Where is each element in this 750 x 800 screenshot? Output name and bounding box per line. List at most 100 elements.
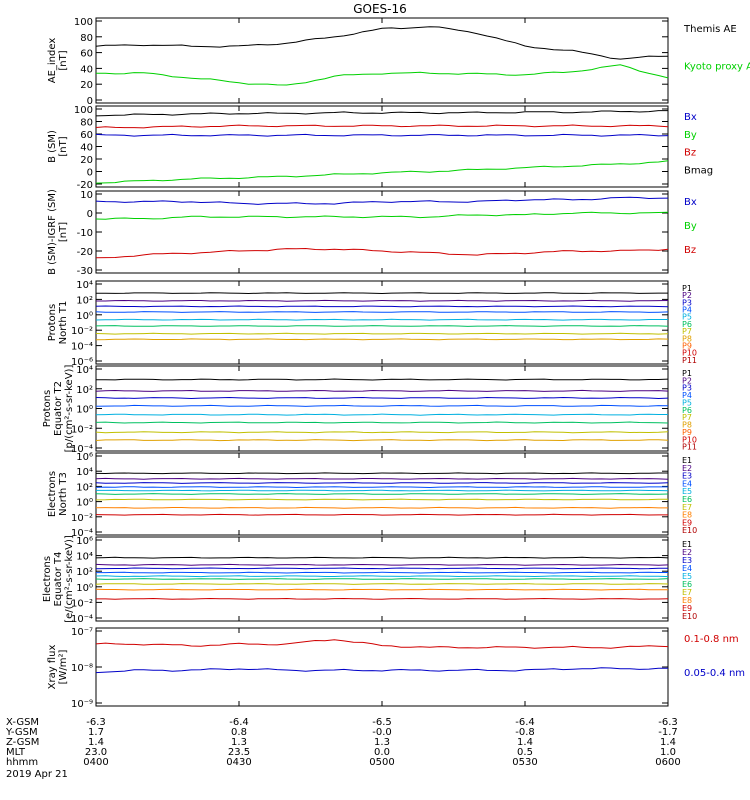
channel-label: E2 [682, 548, 692, 557]
panel-8: Xray flux [W/m²]10⁻⁷ 10⁻⁸ 10⁻⁹ 0.1-0.8 nm 0.0… [47, 627, 745, 710]
y-tick-label: 10² [76, 295, 93, 306]
channel-label: P1 [682, 284, 692, 293]
y-tick-label: 10 [80, 190, 93, 201]
y-tick-label: 10⁻⁴ [71, 528, 93, 539]
series-line [95, 124, 669, 129]
y-tick-label: 10⁰ [76, 405, 93, 416]
channel-line [95, 404, 669, 407]
channel-label: P2 [682, 376, 692, 385]
channel-line [95, 338, 669, 341]
channel-line [96, 299, 669, 302]
channel-label: P9 [682, 428, 692, 437]
channel-label: P9 [682, 341, 692, 350]
channel-label: P10 [682, 349, 697, 358]
y-axis-label: Equator T2 [53, 381, 64, 436]
orbit-value: 1.4 [660, 737, 676, 748]
orbit-value: 1.4 [517, 737, 533, 748]
y-tick-label: -20 [77, 247, 93, 258]
channel-label: P10 [682, 435, 697, 444]
series-line [95, 160, 669, 184]
y-tick-label: -10 [77, 228, 93, 239]
channel-label: P6 [682, 320, 692, 329]
panel-frame [95, 190, 669, 274]
orbit-value: 0.5 [517, 747, 533, 758]
channel-line [95, 556, 669, 559]
channel-line [95, 332, 669, 335]
channel-label: E3 [682, 556, 692, 565]
series-line [95, 667, 669, 674]
series-line [95, 639, 669, 649]
channel-label: E1 [682, 540, 692, 549]
orbit-table: X-GSM -6.3 -6.4 -6.5 -6.4 -6.3 Y-GSM 1.7 0.8 -0.0… [5, 717, 681, 780]
y-tick-label: 0 [87, 168, 93, 179]
orbit-row-label: Z-GSM [6, 737, 39, 748]
panel-3: B (SM)-IGRF (SM) [nT] 10 0 -10 -20 -30 Bx By Bz [47, 189, 697, 277]
legend-entry: Bmag [684, 165, 713, 176]
channel-line [95, 439, 669, 442]
legend-entry: Bx [684, 112, 697, 123]
orbit-value: 0.0 [374, 747, 390, 758]
panel-frame [95, 627, 669, 707]
orbit-row-label: X-GSM [6, 717, 39, 728]
y-tick-label: 10⁻² [71, 424, 93, 435]
y-tick-label: 20 [80, 155, 93, 166]
channel-line [96, 292, 668, 295]
legend-entry: 0.1-0.8 nm [684, 634, 739, 645]
series-line [95, 26, 669, 60]
y-axis-label: [nT] [58, 222, 69, 242]
orbit-value: 0500 [369, 757, 394, 768]
y-tick-label: 10⁴ [76, 467, 93, 478]
channel-label: P7 [682, 327, 692, 336]
channel-line [95, 472, 668, 475]
channel-label: E7 [682, 503, 692, 512]
y-tick-label: 20 [80, 80, 93, 91]
plot-title: GOES-16 [353, 2, 407, 16]
panel-5: Protons Equator T2 [p/(cm²-s-sr-keV)] 10⁴ 10… [42, 365, 697, 455]
panel-frame [95, 365, 669, 452]
y-axis-label: Protons [42, 390, 53, 427]
channel-label: P4 [682, 306, 692, 315]
channel-label: P3 [682, 298, 692, 307]
y-tick-label: 40 [80, 64, 93, 75]
orbit-value: -6.3 [86, 717, 106, 728]
y-tick-label: 10² [76, 385, 93, 396]
y-tick-label: 60 [80, 49, 93, 60]
orbit-value: 0600 [655, 757, 680, 768]
y-tick-label: 100 [74, 105, 93, 116]
y-tick-label: 10⁻² [71, 598, 93, 609]
orbit-row-label: hhmm [6, 757, 38, 768]
channel-line [96, 489, 669, 492]
series-line [95, 247, 669, 259]
channel-label: E9 [682, 518, 692, 527]
y-axis-label: B (SM) [47, 130, 58, 163]
orbit-row-label: Y-GSM [5, 727, 38, 738]
channel-line [95, 389, 669, 392]
channel-label: P4 [682, 391, 692, 400]
channel-line [95, 575, 669, 578]
orbit-value: 23.0 [85, 747, 107, 758]
orbit-value: 0.8 [231, 727, 247, 738]
channel-label: P7 [682, 413, 692, 422]
y-tick-label: -20 [77, 180, 93, 191]
y-tick-label: -30 [77, 266, 93, 277]
channel-line [95, 421, 669, 424]
y-tick-label: 100 [74, 17, 93, 28]
channel-line [95, 413, 668, 416]
orbit-value: 1.3 [231, 737, 247, 748]
orbit-value: -6.4 [229, 717, 249, 728]
panel-frame [95, 17, 669, 104]
orbit-value: 0430 [226, 757, 251, 768]
y-tick-label: 10⁴ [76, 365, 93, 376]
channel-label: P11 [682, 443, 697, 452]
y-tick-label: 10⁴ [76, 552, 93, 563]
channel-line [95, 305, 669, 308]
channel-line [95, 311, 669, 313]
y-tick-label: 80 [80, 33, 93, 44]
y-tick-label: 10⁰ [76, 311, 93, 322]
legend-entry: Bz [684, 245, 696, 256]
y-tick-label: 10⁰ [76, 498, 93, 509]
channel-line [95, 513, 668, 516]
channel-label: E6 [682, 580, 692, 589]
